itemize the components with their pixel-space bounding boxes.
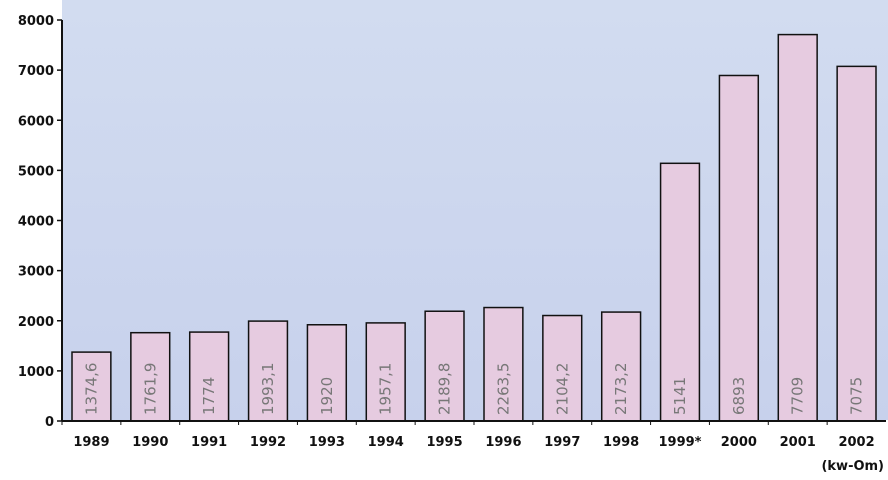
bar-data-label: 1374,6 [82,363,100,416]
y-tick-label: 1000 [18,365,54,380]
x-tick-label: 1991 [191,435,227,450]
y-tick-label: 8000 [18,14,54,29]
bar-data-label: 1957,1 [377,363,395,416]
bar-data-label: 1993,1 [259,363,277,416]
x-tick-label: 1996 [485,435,521,450]
bar [836,65,877,422]
bar-data-label: 5141 [671,377,689,415]
bar-data-label: 1774 [200,377,218,415]
bar-data-label: 2173,2 [612,363,630,416]
bar [542,314,583,422]
y-tick-label: 6000 [18,114,54,129]
bar [71,351,112,422]
x-tick-label: 1990 [132,435,168,450]
bar-data-label: 1920 [318,377,336,415]
x-tick-label: 1997 [544,435,580,450]
bar [718,74,760,422]
x-tick-label: 1992 [250,435,286,450]
x-tick-label: 1995 [426,435,462,450]
x-tick-label: 1998 [603,435,639,450]
bar [659,162,701,422]
x-tick-label: 1994 [368,435,404,450]
bar [777,33,818,422]
bar-data-label: 2189,8 [436,363,454,416]
y-tick-label: 3000 [18,265,54,280]
bar-data-label: 7709 [789,377,807,415]
bar-data-label: 6893 [730,377,748,415]
bar-data-label: 7075 [848,377,866,415]
x-tick-label: 2001 [780,435,816,450]
y-tick-label: 2000 [18,315,54,330]
bar-data-label: 1761,9 [141,363,159,416]
bar [483,306,524,422]
plot-background [62,0,888,420]
bar-data-label: 2263,5 [494,362,512,415]
x-tick-label: 1993 [309,435,345,450]
y-tick-label: 0 [45,415,54,430]
x-tick-label: 2002 [838,435,874,450]
x-tick-label: 1999* [659,435,702,450]
x-tick-label: 2000 [721,435,757,450]
bar [424,310,465,422]
unit-label: (kw-Om) [821,459,884,474]
y-tick-label: 7000 [18,64,54,79]
y-tick-label: 4000 [18,215,54,230]
bar-data-label: 2104,2 [553,363,571,416]
y-tick-label: 5000 [18,164,54,179]
x-tick-label: 1989 [73,435,109,450]
